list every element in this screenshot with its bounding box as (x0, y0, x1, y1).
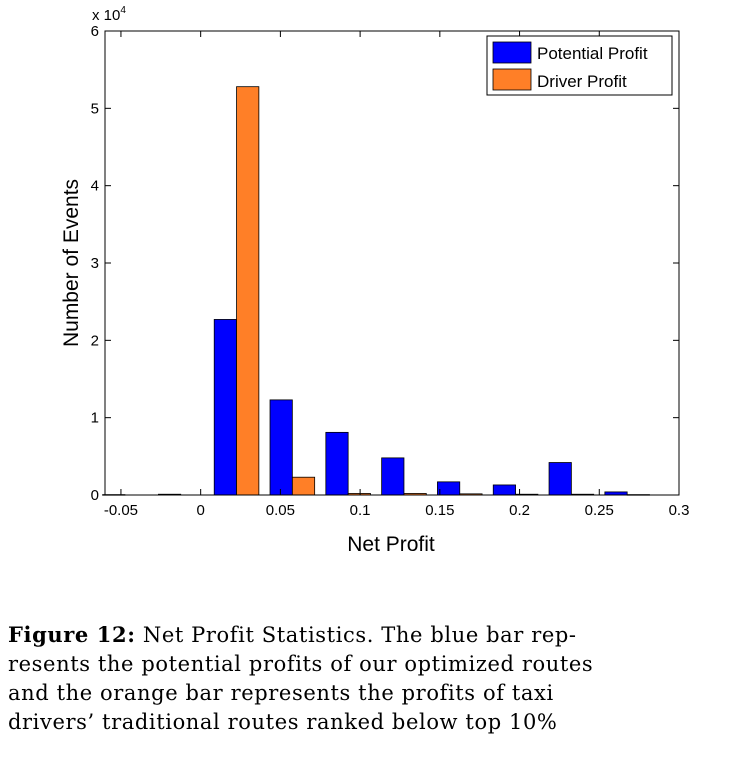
bar-driver-3 (291, 476, 316, 496)
y-tick-label: 6 (91, 23, 99, 40)
x-tick-label: 0.25 (585, 502, 614, 519)
bar-potential-2 (213, 319, 237, 496)
legend-swatch-driver (492, 68, 532, 91)
chart-container: -0.05 0 0.05 0.1 0.15 0.2 0.25 0.3 0 1 2 3 4 5 6 x 10… (60, 5, 690, 556)
x-tick-label: 0.15 (425, 502, 454, 519)
caption-line-1-text: Net Profit Statistics. The blue bar rep- (142, 623, 577, 647)
caption-label: Figure 12: (8, 622, 136, 647)
x-tick-label: 0 (196, 502, 204, 519)
caption-line-1: Figure 12: Net Profit Statistics. The bl… (8, 620, 743, 650)
y-tick-label: 5 (91, 100, 99, 117)
caption-line-2: resents the potential profits of our opt… (8, 652, 594, 676)
legend-label-driver: Driver Profit (537, 72, 627, 91)
x-tick-label: 0.3 (669, 502, 690, 519)
y-tick-label: 1 (91, 410, 99, 427)
caption-line-3: and the orange bar represents the profit… (8, 681, 554, 705)
bar-potential-5 (381, 457, 405, 496)
y-multiplier-label: x 104 (92, 5, 126, 24)
legend-label-potential: Potential Profit (537, 44, 648, 63)
y-ticks-group: 0 1 2 3 4 5 6 (91, 23, 679, 504)
bar-driver-2 (236, 86, 260, 496)
x-tick-label: -0.05 (104, 502, 138, 519)
x-axis-title: Net Profit (347, 533, 435, 556)
legend-swatch-potential (492, 41, 532, 64)
y-axis-title: Number of Events (60, 179, 83, 347)
bar-potential-8 (548, 462, 572, 496)
bar-potential-3 (269, 399, 293, 496)
caption-line-4: drivers’ traditional routes ranked below… (8, 710, 558, 734)
y-tick-label: 3 (91, 255, 99, 272)
bar-chart: -0.05 0 0.05 0.1 0.15 0.2 0.25 0.3 0 1 2 3 4 5 6 x 10… (60, 5, 690, 556)
x-tick-label: 0.2 (509, 502, 530, 519)
x-tick-label: 0.1 (350, 502, 371, 519)
plot-area (105, 31, 679, 495)
bar-potential-7 (492, 484, 516, 496)
y-tick-label: 2 (91, 332, 99, 349)
x-ticks-group: -0.05 0 0.05 0.1 0.15 0.2 0.25 0.3 (104, 31, 690, 519)
y-tick-label: 0 (91, 487, 99, 504)
figure-caption: Figure 12: Net Profit Statistics. The bl… (8, 620, 743, 737)
x-tick-label: 0.05 (266, 502, 295, 519)
bar-potential-4 (325, 431, 349, 496)
legend: Potential Profit Driver Profit (486, 35, 673, 96)
y-tick-label: 4 (91, 178, 99, 195)
bar-potential-6 (437, 481, 461, 496)
